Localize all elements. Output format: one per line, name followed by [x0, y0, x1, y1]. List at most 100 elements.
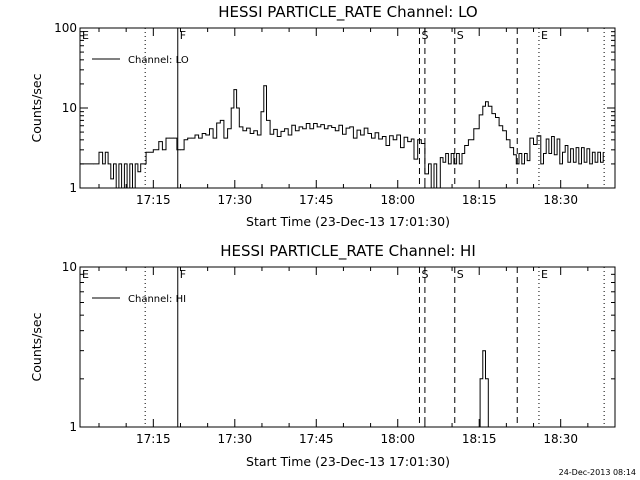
data-point: [583, 161, 585, 163]
data-point: [249, 133, 251, 134]
data-point: [597, 151, 599, 153]
event-marker-label: S: [421, 29, 428, 42]
data-point: [482, 350, 484, 352]
data-point: [280, 130, 282, 132]
data-point: [559, 163, 561, 165]
data-point: [338, 124, 340, 126]
data-point: [176, 149, 178, 151]
data-point: [515, 163, 517, 165]
data-point: [448, 163, 449, 165]
data-point: [134, 163, 136, 165]
data-point: [260, 111, 262, 113]
data-point: [461, 153, 463, 154]
data-point: [396, 134, 398, 136]
data-point: [487, 426, 489, 428]
data-point: [591, 151, 593, 153]
data-point: [417, 139, 419, 141]
data-point: [420, 143, 422, 144]
data-point: [276, 136, 278, 137]
data-point: [424, 173, 426, 175]
data-point: [578, 163, 580, 165]
data-point: [148, 151, 150, 153]
data-point: [403, 136, 405, 138]
data-point: [113, 163, 114, 165]
x-tick-label: 18:30: [543, 432, 578, 446]
data-point: [137, 171, 139, 173]
legend-label-lo: Channel: LO: [128, 55, 189, 66]
data-point: [374, 132, 376, 134]
data-point: [201, 133, 203, 134]
data-point: [473, 128, 475, 130]
data-point: [180, 149, 181, 151]
data-point: [482, 105, 484, 107]
data-point: [324, 128, 325, 130]
data-point: [302, 128, 304, 130]
event-marker-label: S: [421, 268, 428, 281]
data-point: [428, 163, 429, 165]
data-point: [190, 137, 192, 139]
y-tick-label: 1: [69, 181, 77, 195]
x-tick-label: 17:45: [299, 193, 334, 207]
data-point: [305, 123, 307, 124]
data-point: [458, 163, 460, 165]
event-marker-label: S: [457, 268, 464, 281]
x-tick-label: 18:15: [462, 193, 497, 207]
data-point: [589, 163, 591, 165]
event-marker-label: F: [180, 29, 186, 42]
data-point: [509, 147, 511, 148]
data-point: [212, 137, 214, 139]
data-point: [556, 138, 558, 140]
panel-hi-title: HESSI PARTICLE_RATE Channel: HI: [220, 242, 476, 261]
data-point: [400, 147, 401, 148]
data-point: [118, 163, 120, 165]
data-point: [602, 151, 604, 153]
data-point: [233, 89, 235, 90]
data-point: [284, 128, 285, 130]
data-point: [295, 130, 296, 132]
data-point: [524, 153, 525, 154]
data-point: [363, 127, 365, 129]
data-point: [430, 187, 432, 189]
panel-channel-hi: HESSI PARTICLE_RATE Channel: HI E F S S E 17…: [29, 242, 616, 469]
data-point: [145, 151, 147, 153]
data-point: [313, 123, 314, 124]
data-point: [158, 141, 160, 143]
data-point: [413, 158, 415, 160]
data-point: [142, 163, 144, 165]
data-point: [320, 124, 322, 126]
data-point: [389, 135, 390, 137]
data-point: [575, 147, 577, 148]
data-point: [410, 138, 412, 140]
data-point: [236, 107, 238, 109]
data-point: [477, 426, 478, 428]
data-point: [298, 126, 300, 128]
data-point: [513, 154, 515, 156]
data-point: [502, 130, 504, 132]
x-tick-label: 17:45: [299, 432, 334, 446]
data-point: [266, 119, 267, 121]
data-point: [273, 129, 275, 130]
data-point: [309, 128, 311, 130]
data-point: [381, 136, 383, 137]
y-tick-label: 10: [62, 101, 77, 115]
x-tick-label: 17:15: [136, 193, 171, 207]
data-point: [562, 151, 563, 153]
panel-channel-lo: HESSI PARTICLE_RATE Channel: LO E F S S E 17…: [29, 3, 616, 229]
data-point: [456, 153, 457, 154]
data-point: [564, 145, 566, 146]
data-point: [485, 101, 486, 103]
x-tick-label: 18:00: [380, 432, 415, 446]
data-point: [572, 161, 574, 163]
data-point: [216, 122, 218, 124]
data-point: [287, 134, 289, 136]
legend-label-hi: Channel: HI: [128, 294, 186, 305]
panel-lo-title: HESSI PARTICLE_RATE Channel: LO: [218, 3, 477, 22]
data-point: [132, 187, 133, 189]
data-point: [140, 163, 142, 165]
footer-timestamp: 24-Dec-2013 08:14: [559, 468, 636, 477]
data-point: [345, 127, 347, 129]
data-point: [526, 160, 528, 162]
data-point: [371, 137, 372, 139]
data-point: [594, 161, 596, 163]
